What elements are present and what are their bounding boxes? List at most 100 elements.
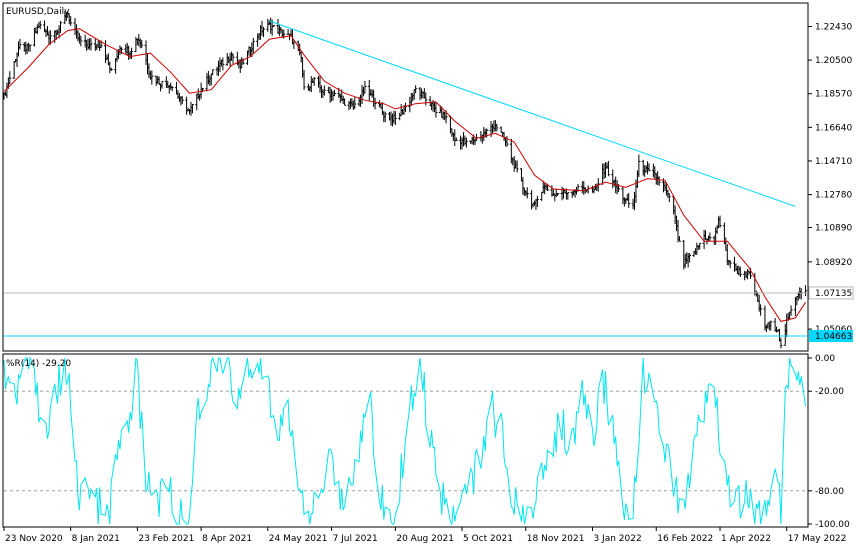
price-panel-frame [2, 2, 809, 352]
price-tick-label: 1.08920 [815, 258, 852, 268]
price-tick-label: 1.20500 [815, 56, 852, 66]
price-bar [708, 232, 712, 242]
price-bar [505, 136, 509, 147]
x-tick-label: 8 Apr 2021 [202, 534, 252, 544]
price-bar [464, 137, 468, 148]
price-bar [130, 47, 134, 59]
price-bar [454, 137, 458, 141]
price-bar [89, 37, 93, 51]
price-bar [434, 101, 438, 118]
price-bar [363, 81, 367, 94]
price-bar [190, 104, 194, 114]
moving-average-line [3, 28, 807, 322]
price-bar [393, 111, 397, 126]
price-bar [18, 38, 22, 50]
price-bar [332, 89, 336, 97]
price-bar [272, 25, 276, 28]
price-bar [261, 26, 265, 38]
price-bar [79, 35, 83, 47]
price-bar [353, 97, 357, 109]
price-bar [647, 163, 651, 172]
x-tick-label: 17 May 2022 [788, 534, 847, 544]
price-bar [38, 20, 42, 30]
price-tick-label: 1.16640 [815, 123, 852, 133]
price-bar [718, 215, 722, 228]
indicator-tick-label: -20.00 [815, 387, 844, 397]
price-overlays [4, 20, 807, 337]
price-bar [667, 193, 671, 203]
price-bar [69, 16, 73, 26]
price-bar [59, 21, 63, 33]
indicator-tick-label: -100.00 [815, 520, 850, 530]
price-bar [789, 305, 793, 316]
price-bar [728, 260, 732, 269]
price-bar [424, 92, 428, 106]
price-bar [698, 242, 702, 250]
current-price-label: 1.07135 [815, 289, 852, 299]
williams-r-polyline [3, 356, 807, 526]
price-bar [414, 85, 418, 94]
current-price-tag [808, 286, 854, 300]
x-tick-label: 7 Jul 2021 [333, 534, 378, 544]
williams-r-line [3, 356, 807, 526]
price-bar [109, 67, 113, 71]
price-bar [535, 195, 539, 207]
price-bar [231, 53, 235, 64]
indicator-levels [4, 390, 807, 492]
support-price-tag [809, 330, 853, 343]
indicator-title: %R(14) -29.20 [6, 359, 71, 369]
moving-average [3, 28, 807, 322]
price-bar [302, 69, 306, 91]
x-tick-label: 16 Feb 2022 [657, 534, 713, 544]
price-tick-label: 1.10890 [815, 224, 852, 234]
price-bar [28, 44, 32, 52]
price-bar [221, 57, 225, 71]
x-tick-label: 18 Nov 2021 [527, 534, 585, 544]
x-tick-label: 23 Feb 2021 [138, 534, 194, 544]
x-tick-label: 20 Aug 2021 [396, 534, 454, 544]
price-bar [48, 30, 52, 45]
trendline [269, 20, 796, 207]
x-tick-label: 1 Apr 2022 [721, 534, 771, 544]
price-bar [769, 320, 773, 331]
indicator-tick-label: 0.00 [815, 354, 835, 364]
price-bar [556, 193, 560, 196]
price-bar [251, 37, 255, 53]
x-tick-label: 3 Jan 2022 [593, 534, 641, 544]
support-price-label: 1.04663 [815, 332, 852, 342]
price-bar [657, 176, 661, 186]
price-bar [759, 304, 763, 316]
x-tick-label: 5 Oct 2021 [463, 534, 513, 544]
x-tick-label: 23 Nov 2020 [5, 534, 63, 544]
price-tick-label: 1.12780 [815, 191, 852, 201]
price-bar [525, 187, 529, 199]
price-bar [383, 111, 387, 123]
x-axis: 23 Nov 2020 8 Jan 2021 23 Feb 2021 8 Apr 20… [3, 527, 847, 544]
price-bar [515, 160, 519, 173]
x-tick-label: 24 May 2021 [269, 534, 328, 544]
price-tick-label: 1.14710 [815, 157, 852, 167]
indicator-tick-label: -80.00 [815, 487, 844, 497]
indicator-panel-frame [2, 353, 809, 528]
price-bar [779, 337, 783, 349]
price-bar [160, 80, 164, 89]
price-bar [322, 85, 326, 96]
price-bar [170, 85, 174, 92]
price-bar [688, 253, 692, 263]
price-bar [566, 192, 570, 200]
price-bar [211, 69, 215, 76]
price-bar [677, 235, 681, 242]
price-bar [738, 266, 742, 278]
price-bar [343, 98, 347, 106]
price-bar [495, 123, 499, 132]
price-bar [8, 71, 12, 85]
price-bar [606, 160, 610, 177]
indicator-y-axis: 0.00 -20.00 -80.00 -100.00 [808, 354, 850, 530]
price-bar [140, 39, 144, 49]
price-bar [150, 70, 154, 85]
price-bar [627, 192, 631, 208]
price-tick-label: 1.18570 [815, 90, 852, 100]
price-bar [180, 96, 184, 105]
price-bar [312, 76, 316, 86]
price-chart-title: EURUSD,Daily [6, 7, 70, 17]
